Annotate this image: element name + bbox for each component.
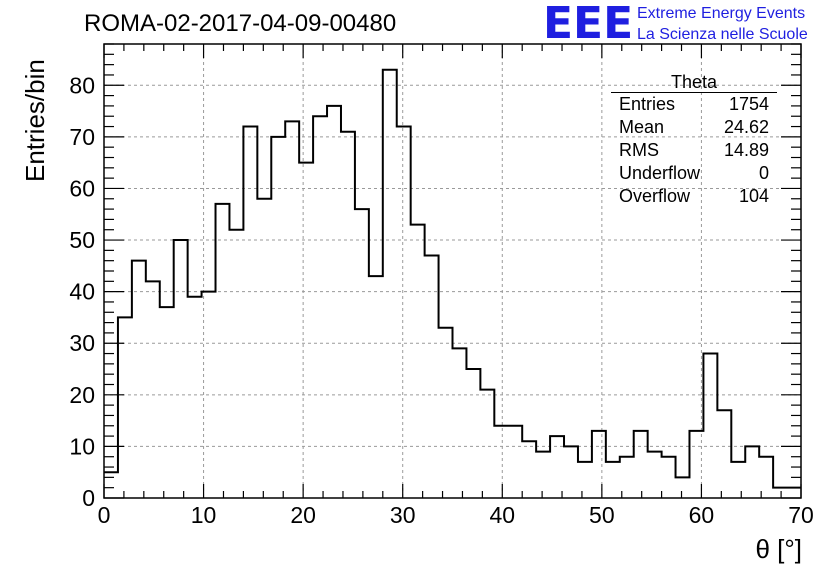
- stats-row-rms: RMS 14.89: [611, 139, 777, 162]
- stats-value: 0: [758, 163, 769, 183]
- eee-logo: EEE: [543, 0, 634, 49]
- x-tick-label: 30: [390, 502, 416, 528]
- stats-label: Mean: [619, 117, 665, 137]
- stats-row-overflow: Overflow 104: [611, 185, 777, 208]
- stats-value: 104: [738, 186, 769, 206]
- chart-title: ROMA-02-2017-04-09-00480: [84, 10, 397, 37]
- x-axis-label: θ [°]: [755, 534, 802, 564]
- x-tick-label: 70: [788, 502, 814, 528]
- y-axis-label: Entries/bin: [20, 59, 50, 182]
- stats-row-mean: Mean 24.62: [611, 116, 777, 139]
- x-tick-label: 10: [191, 502, 217, 528]
- y-tick-label: 40: [69, 279, 95, 305]
- grid-lines: [104, 44, 801, 498]
- stats-value: 24.62: [723, 117, 769, 137]
- y-tick-label: 60: [69, 175, 95, 201]
- histogram-series: [104, 68, 801, 489]
- logo-line-1: Extreme Energy Events: [637, 5, 806, 22]
- x-tick-label: 0: [98, 502, 111, 528]
- y-tick-label: 0: [82, 485, 95, 511]
- logo-caption: Extreme Energy Events La Scienza nelle S…: [637, 3, 808, 45]
- stats-value: 1754: [728, 94, 769, 114]
- y-tick-label: 80: [69, 72, 95, 98]
- axis-ticks: [103, 43, 802, 499]
- y-tick-label: 30: [69, 330, 95, 356]
- y-tick-label: 10: [69, 433, 95, 459]
- y-tick-label: 20: [69, 382, 95, 408]
- x-tick-label: 60: [689, 502, 715, 528]
- stats-value: 14.89: [723, 140, 769, 160]
- logo-line-2: La Scienza nelle Scuole: [637, 26, 808, 43]
- y-tick-label: 50: [69, 227, 95, 253]
- stats-label: RMS: [619, 140, 659, 160]
- y-tick-label: 70: [69, 124, 95, 150]
- stats-box: Theta Entries 1754 Mean 24.62 RMS 14.89 …: [611, 72, 777, 208]
- x-tick-label: 20: [290, 502, 316, 528]
- stats-title: Theta: [611, 72, 777, 93]
- x-tick-label: 50: [589, 502, 615, 528]
- stats-label: Underflow: [619, 163, 701, 183]
- tick-labels: 0 10 20 30 40 50 60 70 0 10 20 30 40 50 60 70 80: [69, 72, 813, 528]
- stats-label: Entries: [619, 94, 676, 114]
- stats-row-underflow: Underflow 0: [611, 162, 777, 185]
- stats-row-entries: Entries 1754: [611, 93, 777, 116]
- stats-label: Overflow: [619, 186, 691, 206]
- x-tick-label: 40: [489, 502, 515, 528]
